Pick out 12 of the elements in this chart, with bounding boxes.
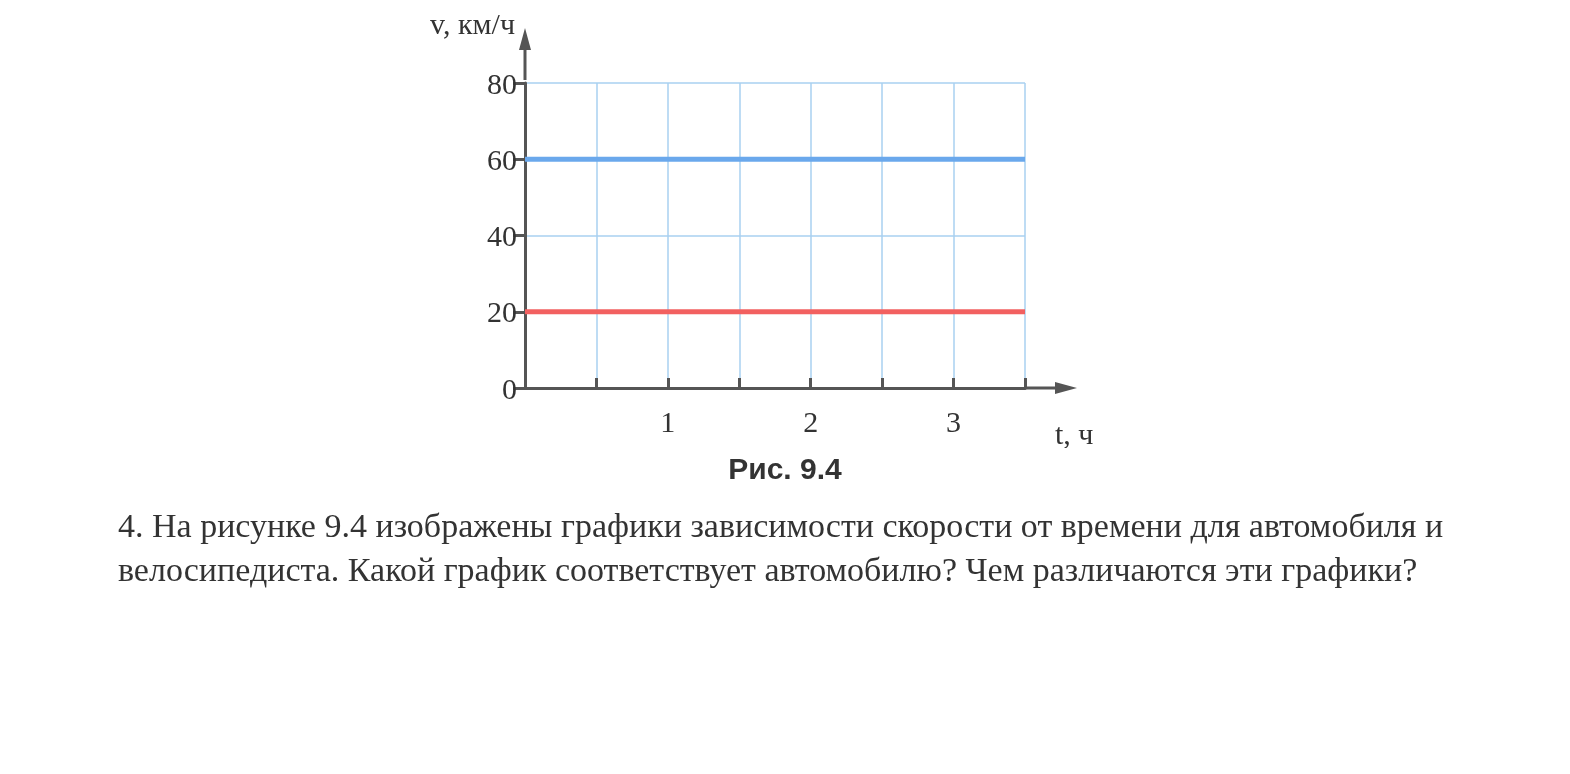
y-tick-label: 80	[487, 66, 517, 100]
y-tick-label: 0	[502, 371, 517, 405]
text: 4. На рисунке 9.4 изображены графики зависимости скорости от времени для автомобиля и велосипедиста. Какой график соответствует автомобилю? Чем различаются эти графики?	[117, 506, 1445, 590]
y-tick-label: 60	[487, 142, 517, 176]
y-axis-title: v, км/ч	[429, 6, 515, 40]
x-axis-title: t, ч	[1055, 416, 1094, 450]
x-tick-label: 3	[946, 404, 962, 438]
text: Рис. 9.4	[727, 452, 843, 486]
y-tick-label: 40	[487, 219, 517, 252]
x-tick-label: 1	[660, 404, 676, 438]
x-tick-label: 2	[803, 404, 819, 438]
y-tick-label: 20	[487, 295, 517, 329]
